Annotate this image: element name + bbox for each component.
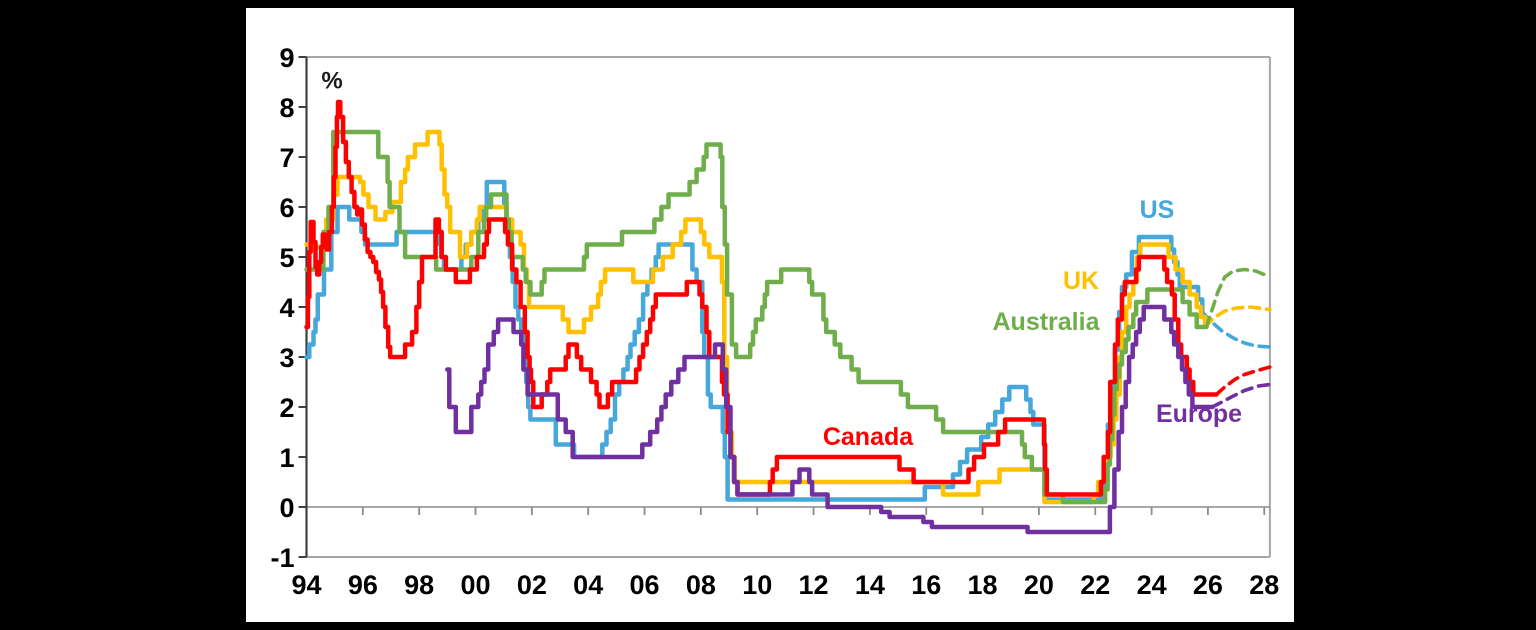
series-canada-actual-line bbox=[304, 99, 1219, 497]
x-tick-label: 22 bbox=[1080, 570, 1110, 600]
x-tick-label: 00 bbox=[460, 570, 490, 600]
y-axis-unit-label: % bbox=[321, 68, 342, 95]
x-tick-label: 24 bbox=[1137, 570, 1167, 600]
y-tick-label: 7 bbox=[279, 143, 294, 173]
y-tick-label: 2 bbox=[279, 393, 294, 423]
series-lines bbox=[304, 99, 1272, 535]
x-tick-label: 94 bbox=[291, 570, 321, 600]
series-label-canada: Canada bbox=[823, 423, 914, 451]
chart-panel: % 9 8 7 6 5 4 3 2 1 0 -1 94 96 98 00 02 04 06 08 10 12 14 16 18 2… bbox=[246, 8, 1294, 622]
x-tick-label: 20 bbox=[1024, 570, 1054, 600]
x-tick-label: 18 bbox=[968, 570, 998, 600]
series-label-australia: Australia bbox=[993, 308, 1101, 336]
x-tick-label: 12 bbox=[799, 570, 829, 600]
y-tick-label: 4 bbox=[279, 293, 294, 323]
x-tick-label: 26 bbox=[1193, 570, 1223, 600]
x-tick-label: 14 bbox=[855, 570, 885, 600]
series-europe-forecast-line bbox=[1210, 382, 1272, 409]
series-uk-forecast-line bbox=[1203, 305, 1272, 329]
y-tick-label: 9 bbox=[279, 43, 294, 73]
series-europe-actual-line bbox=[445, 304, 1215, 535]
x-tick-label: 10 bbox=[742, 570, 772, 600]
x-tick-label: 02 bbox=[517, 570, 547, 600]
x-tick-label: 06 bbox=[630, 570, 660, 600]
y-tick-label: 8 bbox=[279, 93, 294, 123]
y-tick-label: -1 bbox=[270, 543, 294, 573]
y-tick-label: 1 bbox=[279, 443, 294, 473]
x-tick-label: 04 bbox=[573, 570, 603, 600]
x-tick-label: 16 bbox=[911, 570, 941, 600]
x-tick-label: 28 bbox=[1249, 570, 1279, 600]
x-tick-label: 08 bbox=[686, 570, 716, 600]
y-tick-label: 0 bbox=[279, 493, 294, 523]
y-tick-label: 6 bbox=[279, 193, 294, 223]
series-label-uk: UK bbox=[1063, 267, 1099, 295]
series-label-us: US bbox=[1140, 196, 1175, 224]
series-us-forecast-line bbox=[1200, 310, 1272, 349]
series-australia-forecast-line bbox=[1204, 267, 1272, 329]
y-tick-label: 3 bbox=[279, 343, 294, 373]
x-tick-label: 98 bbox=[404, 570, 434, 600]
x-tick-label: 96 bbox=[348, 570, 378, 600]
series-canada-forecast-line bbox=[1214, 365, 1272, 397]
y-tick-label: 5 bbox=[279, 243, 294, 273]
series-australia-actual-line bbox=[304, 129, 1209, 505]
series-label-europe: Europe bbox=[1156, 400, 1242, 428]
